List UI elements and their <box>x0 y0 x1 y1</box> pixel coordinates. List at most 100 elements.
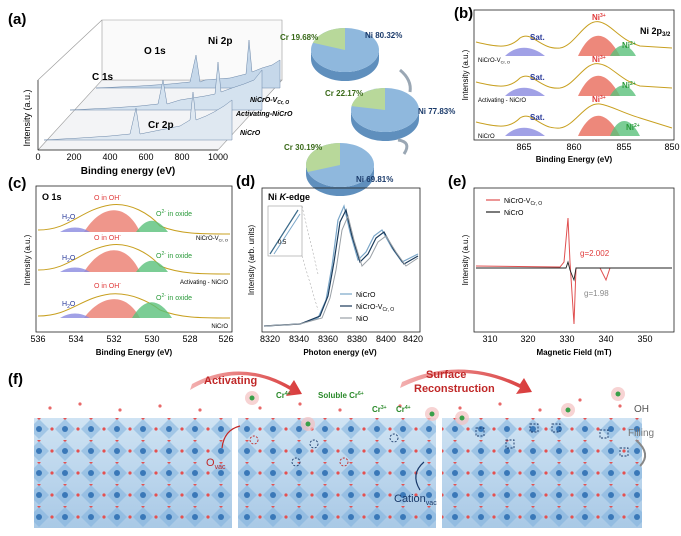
pie-side <box>351 110 419 141</box>
tick-label: 532 <box>106 334 121 344</box>
panel-e-ylabel: Intensity (a.u.) <box>461 234 470 285</box>
h2o-label-2: H2O <box>62 255 76 264</box>
tick-label: 860 <box>566 142 581 152</box>
tick-label: 330 <box>559 334 574 344</box>
tick-label: 0 <box>35 152 40 162</box>
pie-side <box>311 50 379 81</box>
peak-label-o1s: O 1s <box>144 46 166 57</box>
panel-e-letter: (e) <box>448 173 466 190</box>
ni2-label-3: Ni2+ <box>626 123 640 132</box>
pie2-cr-label: Cr 22.17% <box>325 89 363 98</box>
pie-slice-cr <box>312 28 345 50</box>
panel-a-ylabel: Intensity (a.u.) <box>22 89 32 146</box>
panel-e-xlabel: Magnetic Field (mT) <box>536 348 611 357</box>
pie-slice-cr <box>351 88 385 110</box>
panel-b-trace-mid <box>475 63 673 96</box>
g-label-2002: g=2.002 <box>580 249 610 258</box>
cr4-label: Cr4+ <box>276 391 291 400</box>
ooh-label-3: O in OH- <box>94 281 121 290</box>
ooh-label-1: O in OH- <box>94 193 121 202</box>
sample-label-vacancy: NiCrO-VCr, O <box>250 97 289 106</box>
epr-trace-vacancy <box>475 217 672 325</box>
cr-ion-halos <box>245 387 625 431</box>
sample-label-activating: Activating-NiCrO <box>235 111 293 118</box>
panel-c-letter: (c) <box>8 175 26 192</box>
cr3-label: Cr3+ <box>372 405 387 414</box>
cation-pointer <box>415 461 425 491</box>
tick-label: 850 <box>664 142 679 152</box>
pie1-ni-label: Ni 80.32% <box>365 31 402 40</box>
panel-e-legend: NiCrO-VCr, O NiCrO <box>486 198 542 217</box>
tick-label: 350 <box>637 334 652 344</box>
legend-nio: NiO <box>356 316 369 323</box>
pie1-cr-label: Cr 19.68% <box>280 33 318 42</box>
panel-b-xlabel: Binding Energy (eV) <box>536 155 613 164</box>
oh-label: OH <box>634 404 649 415</box>
panel-d-ylabel: Intensity (arb. units) <box>247 225 256 296</box>
epr-trace-nicro <box>476 260 672 282</box>
panel-d-title: Ni K-edge <box>268 192 310 202</box>
pie-slice-cr <box>305 143 340 173</box>
ovac-pointer <box>221 425 241 449</box>
pie3-cr-label: Cr 30.19% <box>284 143 322 152</box>
legend-nicro: NiCrO <box>356 292 376 299</box>
tick-label: 536 <box>30 334 45 344</box>
ni3-label-1: Ni3+ <box>592 13 606 22</box>
pie-arrow-1 <box>399 68 412 93</box>
panel-b-trace-bottom <box>475 103 673 136</box>
tick-label: 800 <box>174 152 189 162</box>
cr4b-label: Cr4+ <box>396 405 411 414</box>
soluble-cr6-label: Soluble Cr6+ <box>318 391 364 400</box>
sat-label-3: Sat. <box>530 113 545 122</box>
pie-charts: Cr 19.68% Ni 80.32% Cr 22.17% Ni 77.83% … <box>280 28 455 196</box>
oh-arrow <box>635 439 647 467</box>
panel-a-xticks: 0 200 400 600 800 1000 <box>35 152 228 162</box>
panel-b: (b) Ni 2p3/2 Sat. Sat. Sat. Ni3+ Ni3+ <box>454 5 680 164</box>
activating-label: Activating <box>204 375 257 387</box>
panel-a-backwall <box>101 19 283 81</box>
o2-label-2: O2- in oxide <box>156 251 192 260</box>
surface-label: Surface <box>426 369 466 381</box>
cation-label: Cationvac <box>394 493 437 507</box>
tick-label: 8380 <box>347 334 367 344</box>
tick-label: 865 <box>516 142 531 152</box>
panel-a: (a) 0 200 400 600 800 1000 Binding energ… <box>8 11 293 177</box>
panel-f: (f) Activating <box>8 369 654 528</box>
panel-e: (e) g=2.002 g=1.98 NiCrO-VCr, O NiCrO 31… <box>448 173 675 357</box>
panel-c-xlabel: Binding Energy (eV) <box>96 348 173 357</box>
sat-label-1: Sat. <box>530 33 545 42</box>
tick-label: 855 <box>616 142 631 152</box>
tick-label: 1000 <box>208 152 228 162</box>
panel-c-trace-bottom <box>37 293 231 319</box>
h2o-label-1: H2O <box>62 214 76 223</box>
floating-molecules <box>48 398 622 412</box>
activating-arrow <box>190 371 302 396</box>
tick-label: 528 <box>182 334 197 344</box>
panel-c: (c) O 1s H2O H2O H2O O in OH- O in OH- <box>8 175 234 357</box>
legend-nicro: NiCrO <box>504 210 524 217</box>
panel-a-letter: (a) <box>8 11 26 28</box>
panel-c-sample-2: Activating - NiCrO <box>180 280 228 286</box>
o2-label-1: O2- in oxide <box>156 209 192 218</box>
panel-c-sample-1: NiCrO-VCr, O <box>196 236 228 243</box>
panel-b-sample-3: NiCrO <box>478 134 495 140</box>
filling-label: Filling <box>628 428 654 439</box>
panel-d-xlabel: Photon energy (eV) <box>303 348 377 357</box>
panel-b-title: Ni 2p3/2 <box>640 26 671 38</box>
panel-e-xticks: 310 320 330 340 350 <box>482 334 652 344</box>
tick-label: 530 <box>144 334 159 344</box>
pie3-ni-label: Ni 69.81% <box>356 175 393 184</box>
panel-a-spectrum-mid <box>69 61 263 111</box>
panel-d-inset <box>267 205 303 257</box>
tick-label: 200 <box>66 152 81 162</box>
panel-c-ylabel: Intensity (a.u.) <box>23 234 32 285</box>
peak-label-ni2p: Ni 2p <box>208 36 232 47</box>
panel-b-sample-1: NiCrO-VCr, O <box>478 58 510 65</box>
panel-b-sample-2: Activating - NiCrO <box>478 98 526 104</box>
panel-a-xlabel: Binding energy (eV) <box>81 166 175 177</box>
tick-label: 8340 <box>289 334 309 344</box>
panel-d-xticks: 8320 8340 8360 8380 8400 8420 <box>260 334 423 344</box>
crystal-slab-3 <box>442 418 642 528</box>
ni3-label-2: Ni3+ <box>592 55 606 64</box>
